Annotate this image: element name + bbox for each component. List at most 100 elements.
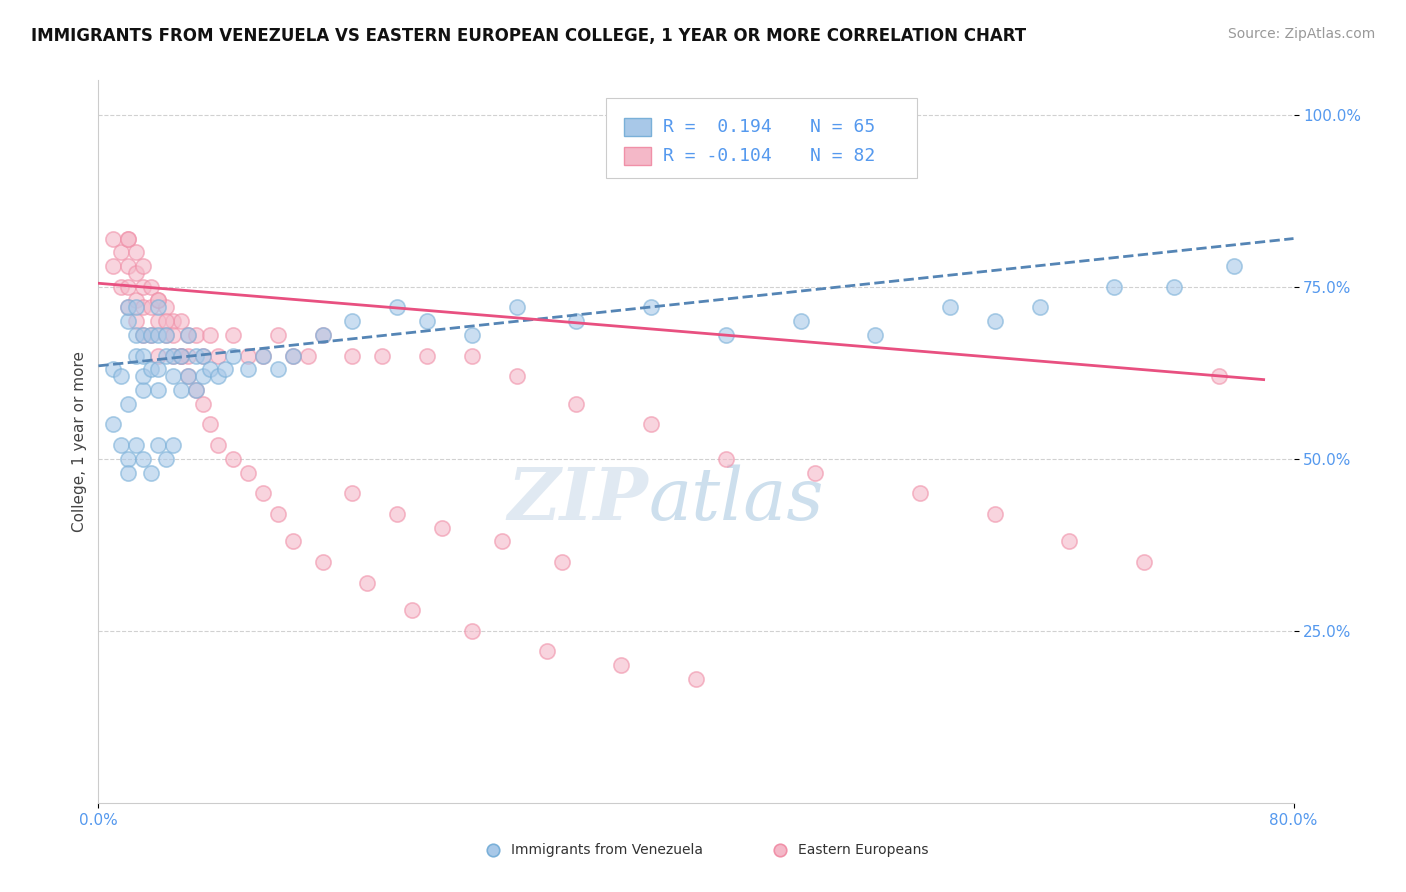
Point xyxy=(252,349,274,363)
Text: IMMIGRANTS FROM VENEZUELA VS EASTERN EUROPEAN COLLEGE, 1 YEAR OR MORE CORRELATIO: IMMIGRANTS FROM VENEZUELA VS EASTERN EUR… xyxy=(31,27,1026,45)
Point xyxy=(148,349,170,363)
Point xyxy=(125,327,148,342)
FancyBboxPatch shape xyxy=(624,119,651,136)
Point xyxy=(117,259,139,273)
Point xyxy=(401,603,423,617)
Point xyxy=(117,279,139,293)
Point xyxy=(281,534,304,549)
Point xyxy=(132,327,155,342)
Point xyxy=(177,327,200,342)
Point xyxy=(117,466,139,480)
Point xyxy=(155,451,177,466)
Point xyxy=(491,534,513,549)
Point xyxy=(177,327,200,342)
Point xyxy=(117,231,139,245)
Point xyxy=(103,259,125,273)
Point xyxy=(103,417,125,432)
Point xyxy=(1059,534,1081,549)
Point xyxy=(155,327,177,342)
Point xyxy=(281,349,304,363)
Point xyxy=(565,397,588,411)
Point xyxy=(177,349,200,363)
Point xyxy=(356,575,378,590)
Point xyxy=(984,507,1007,521)
Point xyxy=(506,301,529,315)
Point xyxy=(371,349,394,363)
Point xyxy=(184,383,207,397)
Text: Source: ZipAtlas.com: Source: ZipAtlas.com xyxy=(1227,27,1375,41)
Point xyxy=(148,438,170,452)
Point xyxy=(125,301,148,315)
Point xyxy=(714,327,737,342)
Point xyxy=(267,327,290,342)
Point xyxy=(184,383,207,397)
Point xyxy=(311,327,333,342)
Point xyxy=(236,466,259,480)
Point xyxy=(148,293,170,308)
Point xyxy=(461,327,484,342)
Point xyxy=(236,362,259,376)
Point xyxy=(252,349,274,363)
Point xyxy=(1133,555,1156,569)
Point xyxy=(506,369,529,384)
Point xyxy=(714,451,737,466)
Point xyxy=(207,349,229,363)
Point xyxy=(169,349,191,363)
Point xyxy=(117,451,139,466)
Point xyxy=(200,417,222,432)
Point xyxy=(162,349,184,363)
Point xyxy=(939,301,962,315)
Point xyxy=(148,383,170,397)
Point xyxy=(155,327,177,342)
Point xyxy=(184,327,207,342)
Point xyxy=(162,327,184,342)
Point xyxy=(117,397,139,411)
Point xyxy=(297,349,319,363)
Point xyxy=(162,438,184,452)
Point xyxy=(640,301,662,315)
Point xyxy=(385,301,409,315)
Point xyxy=(132,279,155,293)
Point xyxy=(125,245,148,260)
Point xyxy=(342,314,364,328)
Point xyxy=(200,327,222,342)
Point xyxy=(461,349,484,363)
Point xyxy=(139,466,162,480)
Point xyxy=(222,327,245,342)
Point xyxy=(1223,259,1246,273)
Point xyxy=(103,362,125,376)
Point xyxy=(162,369,184,384)
Point xyxy=(789,314,811,328)
Point xyxy=(207,369,229,384)
Point xyxy=(169,349,191,363)
Point xyxy=(191,369,214,384)
Point xyxy=(110,369,132,384)
Text: Immigrants from Venezuela: Immigrants from Venezuela xyxy=(510,843,703,856)
Point xyxy=(162,349,184,363)
Text: atlas: atlas xyxy=(648,464,824,534)
Point xyxy=(132,259,155,273)
Point xyxy=(148,327,170,342)
Point xyxy=(281,349,304,363)
Point xyxy=(132,349,155,363)
Text: N = 65: N = 65 xyxy=(810,119,875,136)
Point xyxy=(132,451,155,466)
Point xyxy=(148,293,170,308)
Point xyxy=(804,466,827,480)
Point xyxy=(1208,369,1230,384)
Point xyxy=(169,314,191,328)
Point xyxy=(139,279,162,293)
Point xyxy=(125,266,148,280)
Point xyxy=(461,624,484,638)
Point xyxy=(908,486,931,500)
Point xyxy=(1028,301,1050,315)
Point xyxy=(103,231,125,245)
Point xyxy=(132,327,155,342)
Point xyxy=(125,349,148,363)
Text: R = -0.104: R = -0.104 xyxy=(662,147,772,165)
Point xyxy=(865,327,887,342)
Point xyxy=(125,314,148,328)
Point xyxy=(191,397,214,411)
Point xyxy=(117,301,139,315)
Point xyxy=(184,349,207,363)
